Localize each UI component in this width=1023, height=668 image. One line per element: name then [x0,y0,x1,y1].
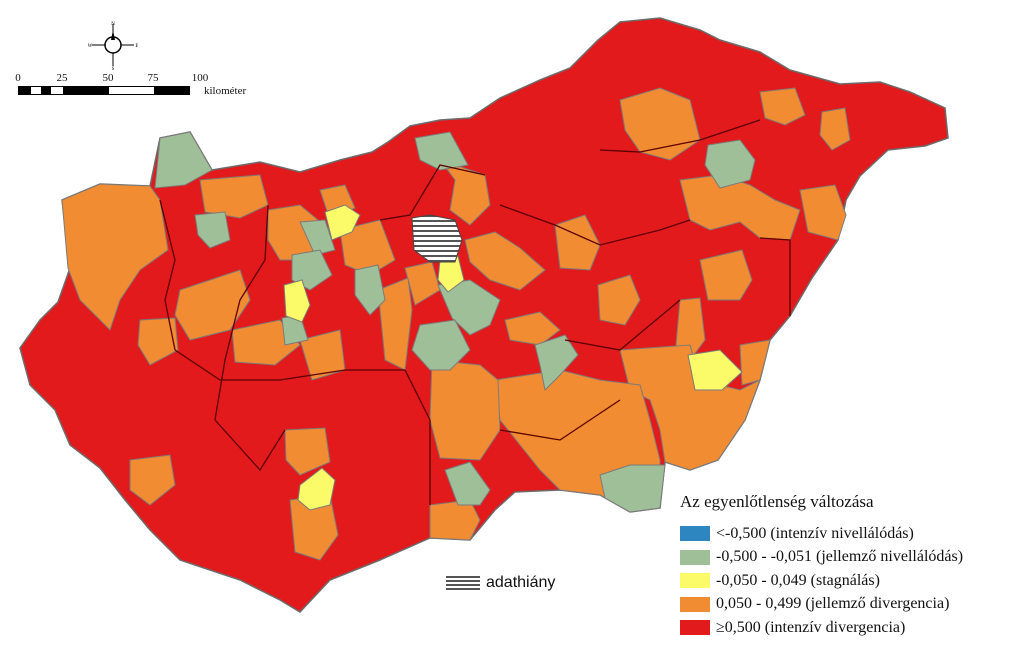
region [411,319,471,371]
compass-east-label: E [135,44,138,49]
legend-item: <-0,500 (intenzív nivellálódás) [680,522,1020,546]
county-border [214,419,286,472]
legend-swatch [680,573,710,589]
county-border [499,399,621,441]
region [284,427,331,476]
region [339,219,396,276]
legend-item: -0,500 - -0,051 (jellemző nivellálódás) [680,546,1020,570]
budapest-nodata [411,214,463,263]
region [324,204,361,241]
county-borders [159,119,791,505]
region [174,269,251,341]
region [819,107,851,151]
region [194,211,231,249]
scale-tick: 50 [102,72,114,84]
legend-title: Az egyenlőtlenség változása [680,492,874,511]
region [297,467,336,511]
region [154,131,213,189]
scale-bar: 0 25 50 75 100 kilométer [15,72,246,97]
legend-item: -0,050 - 0,049 (stagnálás) [680,569,1020,593]
legend-swatch [680,596,710,612]
region [597,274,641,326]
legend-item: 0,050 - 0,499 (jellemző divergencia) [680,593,1020,617]
region [687,349,743,391]
county-border [379,164,486,221]
legend-swatch [680,526,710,542]
region [429,499,481,541]
region [299,219,336,256]
legend: Az egyenlőtlenség változása <-0,500 (int… [680,492,1020,640]
nodata-legend: adathiány [446,574,555,592]
legend-swatch [680,549,710,565]
region [354,264,386,316]
region [377,277,413,371]
scale-graphic [18,86,190,95]
region [599,464,666,513]
scale-unit: kilométer [204,85,247,97]
county-border [159,199,176,351]
county-border [404,369,431,505]
county-border [499,204,691,246]
region [799,184,847,241]
county-border [564,299,681,351]
scale-tick: 100 [191,72,209,84]
legend-label: 0,050 - 0,499 (jellemző divergencia) [716,595,950,613]
levelling-regions [154,131,756,513]
legend-swatch [680,620,710,636]
region [464,231,546,291]
legend-label: -0,500 - -0,051 (jellemző nivellálódás) [716,548,964,566]
region [619,87,701,161]
region [437,279,501,336]
region [554,214,601,271]
region [283,279,311,323]
divergence-regions [61,87,851,561]
legend-label: -0,050 - 0,049 (stagnálás) [716,571,880,589]
region [699,249,753,301]
county-border [759,237,791,316]
legend-label: <-0,500 (intenzív nivellálódás) [716,524,914,542]
region [429,359,501,461]
region [61,183,169,331]
region [199,174,269,219]
compass-south-label: S [112,67,115,70]
county-border [599,119,761,153]
compass-west-label: W [88,44,93,49]
region [675,297,706,361]
region [504,311,561,346]
region [129,454,176,506]
county-border [174,349,405,381]
nodata-label: adathiány [486,574,556,591]
region [739,339,771,386]
scale-tick: 0 [15,72,21,84]
scale-tick: 25 [56,72,68,84]
region [444,461,491,506]
scale-tick: 75 [147,72,159,84]
compass-rose: N S E W [88,22,138,70]
region [534,334,579,392]
hatch-swatch [446,576,480,590]
scale-ticks: 0 25 50 75 100 [15,72,208,86]
legend-item: ≥0,500 (intenzív divergencia) [680,616,1020,640]
legend-label: ≥0,500 (intenzív divergencia) [716,618,906,636]
compass-north-label: N [111,22,115,27]
region [759,87,806,126]
region [704,139,756,189]
